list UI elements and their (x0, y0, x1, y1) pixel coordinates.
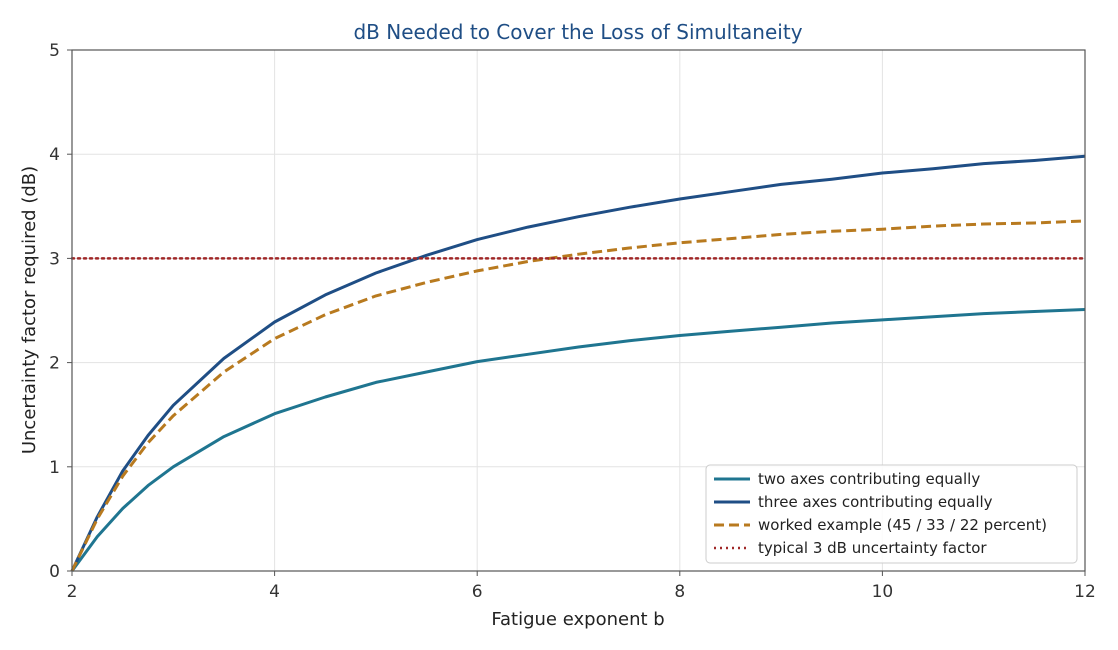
x-tick-label: 2 (67, 582, 78, 602)
series-line-3 (70, 219, 1086, 572)
x-tick-label: 10 (872, 582, 894, 602)
series-group (70, 154, 1087, 572)
x-tick-label: 6 (472, 582, 483, 602)
legend: two axes contributing equally three axes … (705, 464, 1078, 564)
series-line-1 (70, 308, 1086, 572)
legend-label: typical 3 dB uncertainty factor (758, 539, 987, 557)
y-tick-label: 0 (49, 562, 60, 582)
x-ticks: 2 4 6 8 10 12 (67, 571, 1096, 602)
legend-label: two axes contributing equally (758, 470, 980, 488)
plot-frame (71, 49, 1086, 572)
series-line-2 (70, 154, 1086, 572)
x-tick-label: 12 (1074, 582, 1096, 602)
x-tick-label: 8 (674, 582, 685, 602)
x-tick-label: 4 (269, 582, 280, 602)
y-ticks: 0 1 2 3 4 5 (49, 41, 72, 582)
y-tick-label: 1 (49, 458, 60, 478)
legend-box (705, 464, 1078, 564)
legend-label: three axes contributing equally (758, 493, 993, 511)
x-axis-label: Fatigue exponent b (491, 609, 664, 630)
chart-title: dB Needed to Cover the Loss of Simultane… (353, 20, 802, 44)
y-tick-label: 3 (49, 249, 60, 269)
y-tick-label: 5 (49, 41, 60, 61)
y-tick-label: 4 (49, 145, 60, 165)
y-axis-label: Uncertainty factor required (dB) (19, 166, 40, 454)
legend-label: worked example (45 / 33 / 22 percent) (758, 516, 1047, 534)
y-tick-label: 2 (49, 354, 60, 374)
